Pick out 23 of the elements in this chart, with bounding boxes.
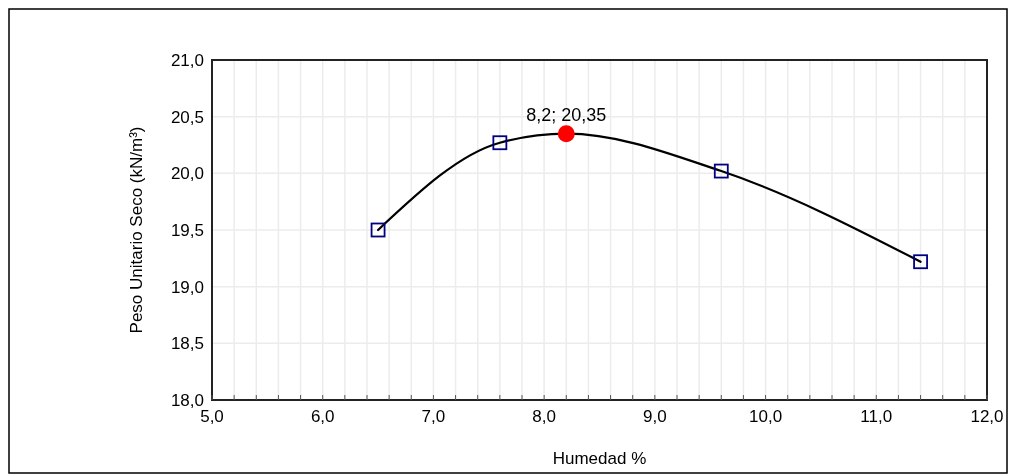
y-tick-label: 19,5 bbox=[170, 221, 204, 240]
point bbox=[713, 163, 729, 179]
y-tick-label: 19,0 bbox=[170, 277, 204, 297]
y-tick-label: 18,0 bbox=[170, 391, 204, 410]
y-axis-title: Peso Unitario Seco (kN/m³) bbox=[127, 126, 146, 334]
x-tick-label: 9,0 bbox=[643, 407, 667, 426]
y-tick-label: 20,0 bbox=[170, 164, 204, 184]
x-tick-label: 6,0 bbox=[310, 407, 335, 426]
x-tick-label: 7,0 bbox=[421, 407, 446, 426]
x-tick-label: 12,0 bbox=[970, 407, 1004, 426]
point bbox=[913, 254, 928, 270]
y-tick-label: 18,5 bbox=[170, 334, 204, 354]
point bbox=[557, 125, 575, 143]
x-tick-label: 11,0 bbox=[860, 407, 893, 426]
point bbox=[370, 222, 386, 238]
x-tick-label: 8,0 bbox=[532, 407, 556, 426]
y-tick-label: 21,0 bbox=[170, 51, 204, 70]
point bbox=[492, 135, 508, 151]
y-tick-label: 20,5 bbox=[170, 107, 204, 127]
x-tick-label: 10,0 bbox=[749, 407, 783, 426]
annotation: 8,2; 20,35 bbox=[526, 104, 607, 125]
x-axis-title: Humedad % bbox=[552, 449, 647, 468]
x-tick-label: 5,0 bbox=[200, 407, 224, 426]
